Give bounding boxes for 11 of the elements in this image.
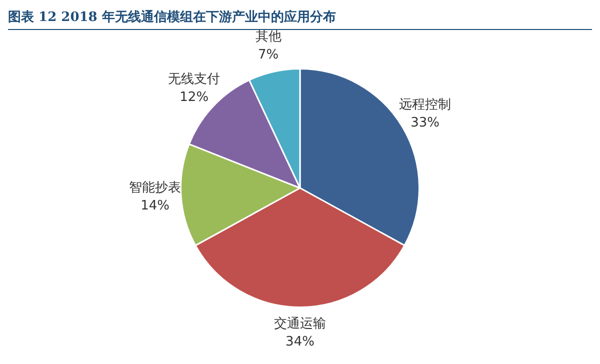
slice-label: 无线支付: [168, 72, 220, 87]
data-label: 12%: [180, 90, 209, 105]
data-label: 34%: [286, 334, 314, 350]
slice-label: 其他: [255, 30, 282, 45]
data-label: 14%: [140, 198, 170, 214]
slice-label: 智能抄表: [129, 180, 182, 196]
slice-label: 交通运输: [274, 316, 326, 332]
slice-label: 远程控制: [399, 97, 452, 112]
data-label: 7%: [258, 48, 279, 63]
data-label: 33%: [410, 115, 440, 130]
chart-title: 图表 12 2018 年无线通信模组在下游产业中的应用分布: [8, 8, 592, 30]
